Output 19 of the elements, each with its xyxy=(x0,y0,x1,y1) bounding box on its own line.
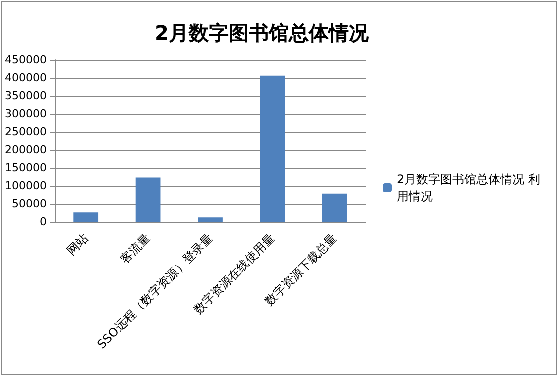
bar xyxy=(198,218,223,222)
y-tick-label: 150000 xyxy=(4,162,47,174)
x-tick-label: 客流量 xyxy=(118,231,154,266)
bar xyxy=(74,212,99,222)
bar xyxy=(136,178,161,222)
y-tick-label: 450000 xyxy=(4,54,47,66)
x-tick-label: 网站 xyxy=(64,231,92,258)
bar xyxy=(260,76,286,222)
y-tick-label: 0 xyxy=(40,216,47,228)
y-tick-label: 100000 xyxy=(4,180,47,192)
y-tick-label: 50000 xyxy=(12,198,47,210)
y-tick-label: 400000 xyxy=(4,72,47,84)
legend-label: 2月数字图书馆总体情况 利用情况 xyxy=(397,172,540,204)
y-tick-label: 250000 xyxy=(4,126,47,138)
y-tick-label: 300000 xyxy=(4,108,47,120)
y-tick-label: 350000 xyxy=(4,90,47,102)
chart-title: 2月数字图书馆总体情况 xyxy=(155,21,370,45)
y-tick-label: 200000 xyxy=(4,144,47,156)
bar xyxy=(322,194,348,222)
